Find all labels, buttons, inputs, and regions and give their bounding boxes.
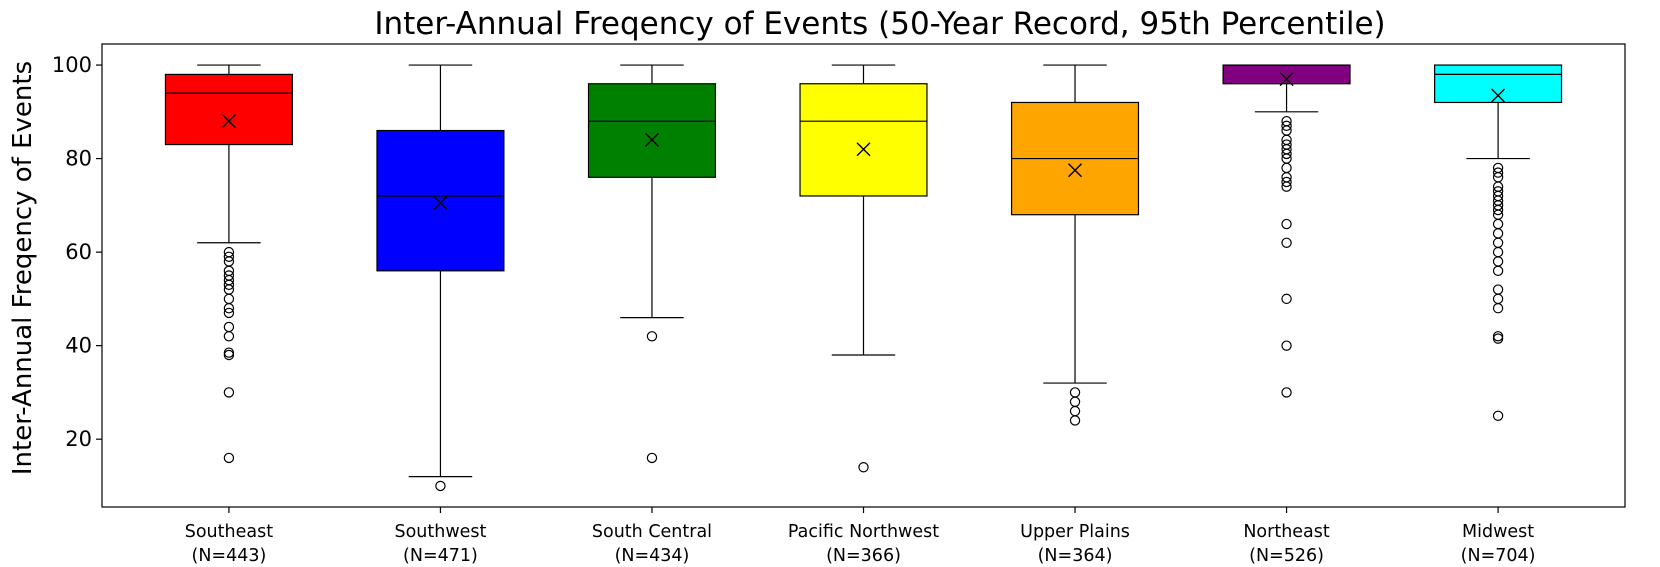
outlier-point [1492, 331, 1504, 342]
mean-marker-south-central [644, 132, 659, 147]
y-tick-label: 100 [52, 53, 92, 77]
outlier-point [1069, 396, 1081, 407]
outlier-point [1492, 256, 1504, 267]
category-label: Southeast [185, 522, 273, 542]
outlier-point [1492, 303, 1504, 314]
outlier-point [1492, 218, 1504, 230]
outlier-point [1492, 284, 1504, 295]
outlier-point [1281, 237, 1292, 248]
y-axis-label: Inter-Annual Freqency of Events [8, 61, 38, 475]
outlier-point [223, 347, 235, 358]
box-southeast [164, 73, 293, 146]
outlier-point [223, 307, 235, 319]
outlier-point [1281, 181, 1292, 192]
mean-marker-pacific-northwest [856, 142, 871, 157]
plot-frame [101, 43, 1626, 508]
box-south-central [587, 83, 717, 178]
category-count-label: (N=443) [192, 546, 267, 566]
outlier-point [646, 331, 658, 342]
outlier-point [223, 321, 235, 333]
y-tick-label: 80 [65, 147, 92, 171]
mean-marker-upper-plains [1068, 163, 1083, 178]
outlier-point [1281, 120, 1292, 132]
y-tick-label: 40 [65, 334, 92, 358]
chart-title: Inter-Annual Freqency of Events (50-Year… [374, 6, 1385, 42]
outlier-point [1281, 387, 1292, 398]
mean-marker-midwest [1491, 88, 1506, 103]
category-label: Southwest [394, 522, 486, 542]
outlier-point [1492, 204, 1504, 216]
outlier-point [223, 331, 235, 342]
outlier-point [1492, 333, 1504, 344]
outlier-point [1281, 162, 1292, 174]
outlier-point [1069, 405, 1081, 417]
category-label: Pacific Northwest [788, 522, 939, 542]
mean-marker-southwest [433, 196, 448, 211]
box-midwest [1434, 64, 1563, 104]
y-tick-label: 60 [65, 240, 92, 264]
outlier-point [223, 303, 235, 314]
category-label: Northeast [1243, 522, 1330, 542]
mean-marker-northeast [1279, 72, 1294, 87]
outlier-point [1492, 265, 1504, 277]
outlier-point [1281, 176, 1292, 188]
box-southwest [376, 129, 505, 272]
outlier-point [1492, 410, 1504, 422]
outlier-point [1069, 415, 1081, 426]
category-label: South Central [592, 522, 712, 542]
y-tick-label: 20 [65, 427, 92, 451]
outlier-point [1069, 387, 1081, 398]
outlier-point [1281, 293, 1292, 305]
outlier-point [1492, 237, 1504, 248]
category-count-label: (N=526) [1249, 546, 1324, 566]
category-count-label: (N=434) [615, 546, 690, 566]
outlier-point [1281, 340, 1292, 351]
plot-area: 20 40 60 80 100 Southeast (N=443) Southwest (N=4… [52, 53, 1563, 566]
category-count-label: (N=366) [826, 546, 901, 566]
category-count-label: (N=364) [1038, 546, 1113, 566]
outlier-point [1281, 218, 1292, 230]
outlier-point [858, 462, 869, 473]
outlier-point [223, 251, 235, 262]
outlier-point [1492, 228, 1504, 239]
outlier-point [1281, 148, 1292, 160]
category-count-label: (N=471) [403, 546, 478, 566]
outlier-point [223, 452, 235, 464]
outlier-point [223, 387, 235, 398]
category-label: Upper Plains [1020, 522, 1130, 542]
outlier-point [646, 452, 658, 464]
outlier-point [223, 293, 235, 305]
outlier-point [1492, 293, 1504, 305]
box-northeast [1222, 64, 1351, 85]
category-label: Midwest [1462, 522, 1534, 542]
outlier-point [1492, 167, 1504, 178]
outlier-point [223, 349, 235, 361]
outlier-point [435, 480, 446, 492]
mean-marker-southeast [221, 114, 236, 129]
outlier-point [223, 279, 235, 291]
outlier-point [1492, 246, 1504, 258]
category-count-label: (N=704) [1461, 546, 1536, 566]
box-pacific-northwest [799, 83, 928, 197]
